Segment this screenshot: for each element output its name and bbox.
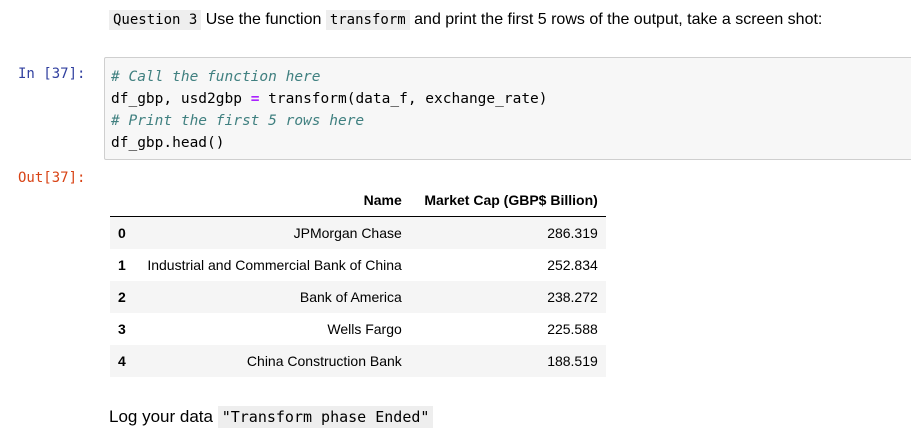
dataframe-header-row: Name Market Cap (GBP$ Billion) <box>110 183 606 217</box>
table-row: 2 Bank of America 238.272 <box>110 281 606 313</box>
row-name: JPMorgan Chase <box>293 225 402 241</box>
row-market-cap: 238.272 <box>547 289 598 305</box>
row-market-cap: 252.834 <box>547 257 598 273</box>
market-cap-header: Market Cap (GBP$ Billion) <box>409 183 606 217</box>
code-line-2-lhs: df_gbp, usd2gbp <box>111 91 242 107</box>
output-dataframe: Name Market Cap (GBP$ Billion) 0 JPMorga… <box>110 183 606 377</box>
log-note-text: Log your data <box>109 407 213 426</box>
row-name: Wells Fargo <box>327 321 402 337</box>
row-name: Industrial and Commercial Bank of China <box>147 257 402 273</box>
row-name: Bank of America <box>299 289 402 305</box>
output-prompt: Out[37]: <box>18 170 86 186</box>
log-note-markdown: Log your data "Transform phase Ended" <box>109 406 434 428</box>
table-row: 0 JPMorgan Chase 286.319 <box>110 216 606 249</box>
row-name: China Construction Bank <box>246 353 402 369</box>
row-index: 0 <box>118 225 126 241</box>
row-index: 4 <box>118 353 126 369</box>
row-market-cap: 286.319 <box>547 225 598 241</box>
code-line-2-op: = <box>250 91 260 107</box>
question-label: Question 3 <box>109 10 202 30</box>
table-row: 3 Wells Fargo 225.588 <box>110 313 606 345</box>
row-market-cap: 188.519 <box>547 353 598 369</box>
code-cell-editor[interactable]: # Call the function here df_gbp, usd2gbp… <box>104 57 911 160</box>
code-line-4: df_gbp.head() <box>111 135 225 151</box>
row-index: 2 <box>118 289 126 305</box>
index-header <box>110 183 134 217</box>
row-market-cap: 225.588 <box>547 321 598 337</box>
code-line-2-rhs: transform(data_f, exchange_rate) <box>268 91 548 107</box>
row-index: 1 <box>118 257 126 273</box>
code-comment-2: # Print the first 5 rows here <box>111 113 365 129</box>
code-lines: # Call the function here df_gbp, usd2gbp… <box>111 66 548 154</box>
question-function-name: transform <box>325 10 410 30</box>
code-comment-1: # Call the function here <box>111 69 321 85</box>
question-text-1: Use the function <box>205 11 322 28</box>
question-markdown: Question 3 Use the function transform an… <box>109 9 822 31</box>
table-row: 1 Industrial and Commercial Bank of Chin… <box>110 249 606 281</box>
question-text-2: and print the first 5 rows of the output… <box>414 11 823 28</box>
row-index: 3 <box>118 321 126 337</box>
name-header: Name <box>133 183 410 217</box>
log-note-code: "Transform phase Ended" <box>217 406 434 428</box>
input-prompt: In [37]: <box>18 66 86 82</box>
table-row: 4 China Construction Bank 188.519 <box>110 345 606 377</box>
